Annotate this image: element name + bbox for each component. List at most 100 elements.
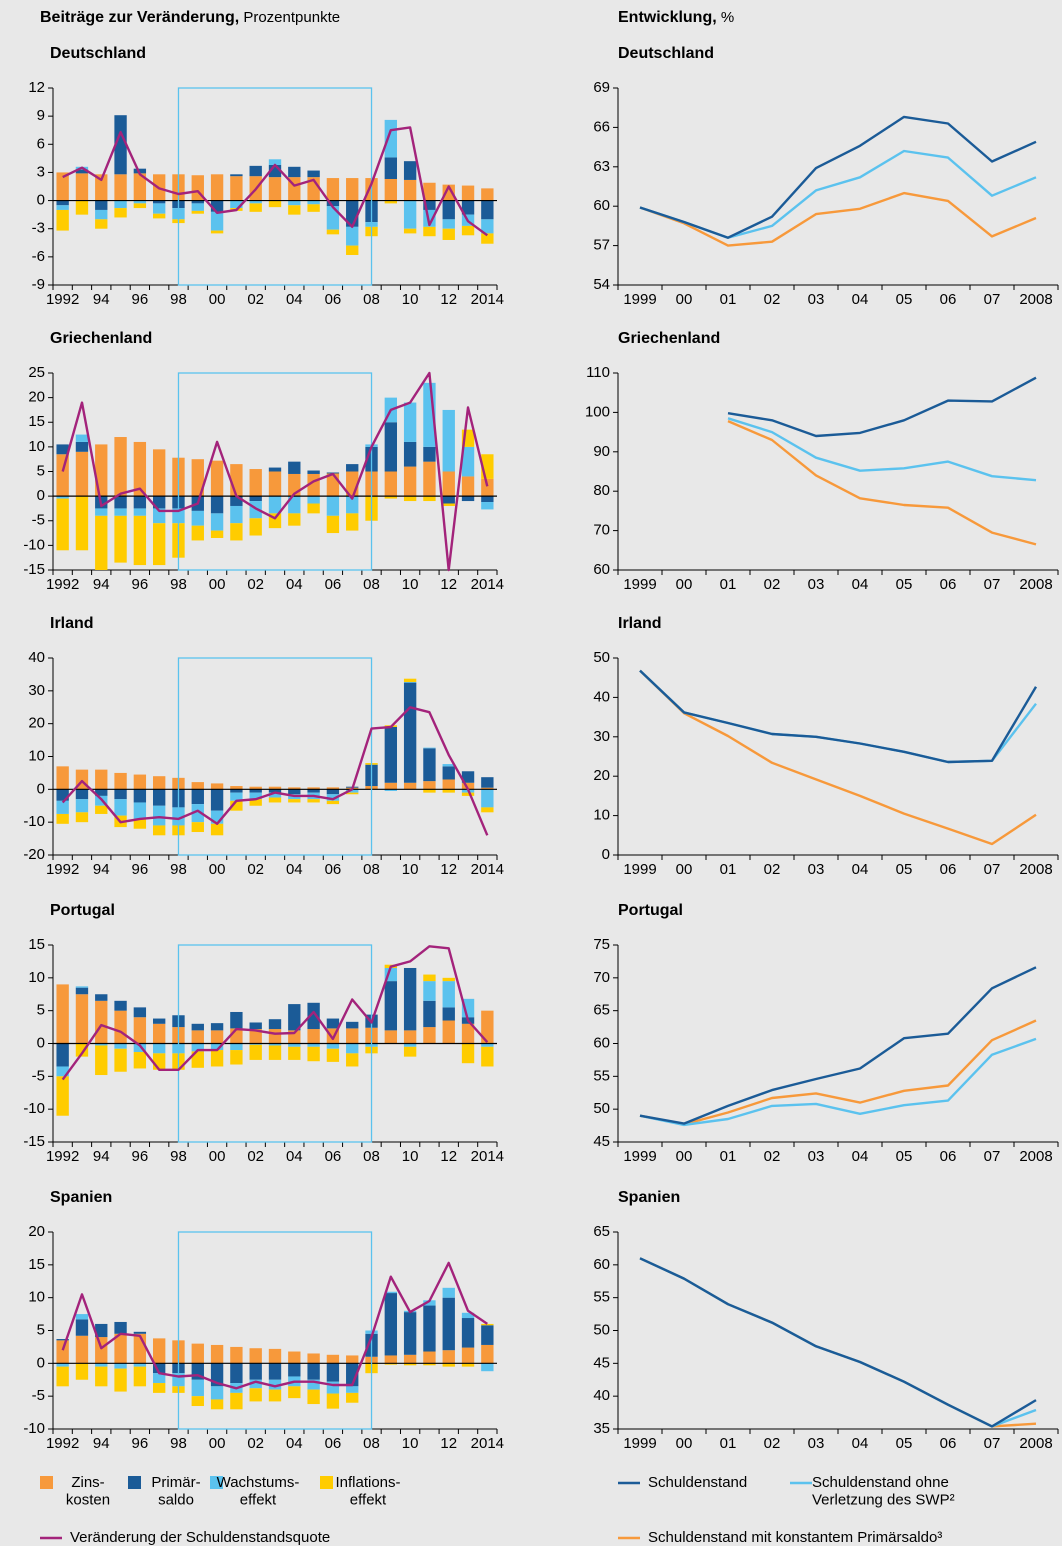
bar-segment: [481, 1323, 494, 1326]
bar-segment: [210, 1344, 224, 1364]
x-tick-label: 10: [402, 1148, 419, 1165]
bar-segment: [326, 496, 340, 516]
x-tick-label: 04: [286, 576, 303, 593]
bar-segment: [442, 184, 455, 201]
bar-segment: [461, 476, 475, 497]
x-tick-label: 96: [132, 291, 149, 308]
bar-segment: [56, 205, 69, 210]
bar-segment: [346, 1392, 359, 1403]
text-line: kosten: [66, 1491, 110, 1508]
data-line: [61, 1261, 488, 1390]
x-tick-label: 1999: [623, 291, 656, 308]
x-tick-label: 08: [363, 861, 380, 878]
bar-segment: [56, 498, 69, 551]
bar-segment: [191, 203, 204, 211]
bar-segment: [288, 1046, 301, 1060]
bar-segment: [152, 1043, 166, 1054]
bar-segment: [288, 513, 301, 526]
bar-segment: [346, 792, 359, 795]
bar-segment: [384, 782, 398, 790]
bar-segment: [346, 496, 359, 514]
bar-segment: [230, 1050, 243, 1065]
bar-segment: [442, 471, 455, 497]
bar-segment: [403, 967, 417, 1031]
data-line: [639, 1257, 1037, 1428]
bar-segment: [346, 1043, 359, 1054]
bar-segment: [461, 496, 475, 502]
x-tick-label: 06: [325, 1148, 342, 1165]
bar-segment: [191, 210, 204, 214]
column-title: Beiträge zur Veränderung, Prozentpunkte: [40, 9, 340, 26]
bar-segment: [152, 805, 166, 826]
bar-segment: [403, 682, 417, 783]
bar-segment: [152, 789, 166, 806]
bar-segment: [423, 226, 436, 237]
bar-segment: [326, 200, 340, 207]
bar-segment: [307, 470, 320, 474]
data-line: [727, 417, 1037, 482]
bar-segment: [423, 446, 436, 462]
bar-segment: [423, 781, 436, 790]
bar-segment: [152, 523, 166, 566]
y-tick-label: 6: [37, 135, 45, 152]
bar-segment: [268, 786, 282, 790]
bar-segment: [346, 1363, 359, 1387]
bar-segment: [442, 200, 455, 220]
bar-segment: [191, 525, 204, 541]
y-tick-label: 10: [28, 438, 45, 455]
bar-segment: [191, 1043, 204, 1052]
bar-segment: [288, 166, 301, 178]
bar-segment: [75, 169, 89, 174]
y-tick-label: 50: [593, 649, 610, 666]
bar-segment: [133, 774, 147, 790]
bar-segment: [461, 1043, 475, 1064]
bar-segment: [384, 1355, 398, 1364]
panel-title: Irland: [50, 615, 94, 632]
bar-segment: [249, 1363, 262, 1380]
x-tick-label: 05: [896, 861, 913, 878]
x-tick-label: 00: [676, 1148, 693, 1165]
x-tick-label: 04: [286, 861, 303, 878]
bar-segment: [230, 1392, 243, 1410]
bar-segment: [133, 1363, 147, 1367]
bar-segment: [442, 1350, 455, 1364]
bar-segment: [326, 206, 340, 230]
bar-segment: [403, 179, 417, 201]
bar-segment: [423, 747, 436, 749]
text-line: Zins-: [71, 1474, 104, 1491]
bar-segment: [230, 800, 243, 811]
legend-label: Wachstums-effekt: [217, 1474, 300, 1508]
bar-segment: [75, 789, 89, 800]
x-tick-label: 01: [720, 1435, 737, 1452]
bar-segment: [384, 1363, 398, 1365]
bar-segment: [133, 496, 147, 509]
bar-segment: [133, 508, 147, 516]
legend-label: Schuldenstand mit konstantem Primärsaldo…: [648, 1529, 942, 1546]
bar-segment: [403, 782, 417, 790]
bar-segment: [114, 1321, 127, 1334]
y-tick-label: 20: [28, 389, 45, 406]
y-tick-label: 60: [593, 1256, 610, 1273]
y-tick-label: 3: [37, 163, 45, 180]
bar-segment: [133, 203, 147, 209]
bar-segment: [230, 464, 243, 497]
bar-segment: [307, 1363, 320, 1380]
x-tick-label: 2014: [471, 1148, 504, 1165]
bar-segment: [326, 1043, 340, 1049]
bar-segment: [481, 1043, 494, 1047]
bar-segment: [346, 1028, 359, 1044]
highlight-period: [177, 944, 373, 1143]
bar-segment: [346, 245, 359, 255]
bar-segment: [288, 787, 301, 790]
bar-segment: [481, 789, 494, 808]
x-tick-label: 98: [170, 576, 187, 593]
bar-segment: [403, 1354, 417, 1364]
x-tick-label: 2008: [1019, 576, 1052, 593]
y-tick-label: 0: [37, 192, 45, 209]
x-tick-label: 07: [984, 576, 1001, 593]
x-tick-label: 02: [764, 1148, 781, 1165]
data-line: [61, 945, 489, 1081]
bar-segment: [346, 1386, 359, 1393]
x-tick-label: 1999: [623, 861, 656, 878]
